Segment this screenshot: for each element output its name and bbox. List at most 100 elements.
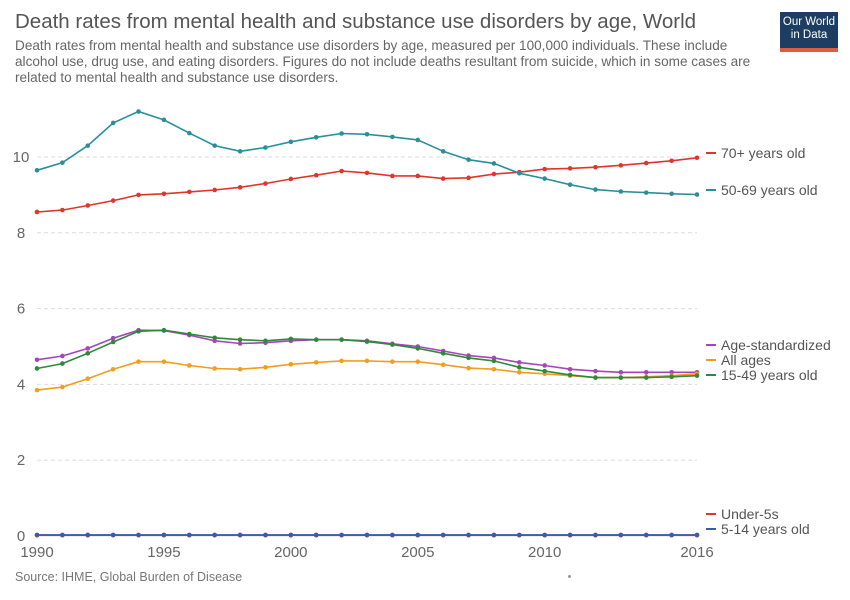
y-tick-label: 6	[17, 301, 25, 318]
data-point	[517, 532, 522, 538]
logo-line-1: Our World	[782, 16, 836, 28]
data-point	[34, 366, 40, 371]
chart-subtitle: Death rates from mental health and subst…	[15, 38, 751, 85]
data-point	[136, 109, 141, 114]
data-point	[440, 362, 446, 367]
data-point	[517, 365, 522, 370]
chart-title: Death rates from mental health and subst…	[15, 10, 697, 33]
legend-label: 5-14 years old	[721, 521, 810, 537]
data-point	[542, 363, 547, 368]
data-point	[110, 532, 116, 538]
data-point	[618, 532, 624, 538]
data-point	[415, 137, 421, 143]
data-point	[491, 532, 497, 538]
data-point	[263, 145, 268, 150]
y-tick-label: 4	[17, 376, 25, 393]
legend-label: 50-69 years old	[721, 182, 818, 198]
data-point	[288, 532, 294, 538]
y-tick-label: 2	[17, 452, 25, 469]
data-point	[237, 366, 243, 372]
data-point	[161, 117, 167, 123]
data-point	[542, 532, 547, 538]
data-point	[669, 374, 674, 380]
data-point	[313, 134, 319, 140]
data-point	[364, 532, 370, 538]
legend-label: All ages	[721, 352, 771, 368]
data-point	[34, 387, 40, 393]
data-point	[339, 358, 344, 364]
data-point	[339, 168, 344, 174]
data-point	[669, 191, 674, 197]
data-point	[618, 369, 624, 375]
data-point	[390, 342, 395, 347]
data-point	[34, 209, 40, 215]
x-tick-label: 2000	[274, 544, 307, 561]
data-point	[212, 366, 217, 371]
data-point	[415, 359, 421, 364]
x-tick-label: 2010	[528, 544, 561, 561]
data-point	[669, 158, 674, 164]
data-point	[364, 170, 370, 176]
data-point	[415, 532, 421, 538]
data-point	[618, 189, 624, 194]
data-point	[60, 353, 65, 359]
data-point	[263, 181, 268, 186]
data-point	[339, 131, 344, 136]
data-point	[542, 166, 547, 172]
x-tick-label: 2005	[401, 544, 434, 561]
data-point	[694, 192, 700, 197]
data-point	[567, 532, 573, 538]
data-point	[110, 198, 116, 203]
legend-label: 15-49 years old	[721, 367, 818, 383]
data-point	[288, 336, 294, 342]
data-point	[212, 143, 217, 148]
owid-logo[interactable]: Our World in Data	[780, 12, 838, 52]
data-point	[237, 149, 243, 154]
data-point	[187, 331, 192, 337]
data-point	[313, 172, 319, 178]
legend-label: Age-standardized	[721, 337, 831, 353]
data-point	[136, 192, 141, 198]
data-point	[85, 346, 91, 351]
data-point	[593, 164, 598, 170]
data-point	[669, 532, 674, 538]
data-point	[161, 327, 167, 333]
series-line	[36, 360, 698, 391]
data-point	[390, 532, 395, 538]
data-point	[60, 160, 65, 165]
data-point	[466, 157, 471, 162]
data-point	[60, 384, 65, 390]
data-point	[288, 139, 294, 145]
data-point	[466, 355, 471, 361]
data-point	[390, 359, 395, 364]
data-point	[187, 130, 192, 136]
data-point	[313, 532, 319, 538]
y-tick-label: 10	[13, 149, 30, 166]
data-point	[288, 362, 294, 367]
data-point	[34, 532, 40, 538]
data-point	[390, 173, 395, 179]
data-point	[618, 375, 624, 380]
data-point	[440, 176, 446, 181]
data-point	[313, 337, 319, 342]
data-point	[60, 532, 65, 538]
y-tick-label: 0	[17, 528, 25, 545]
legend-label: Under-5s	[721, 506, 779, 522]
data-point	[643, 160, 649, 166]
x-tick-label: 1995	[147, 544, 180, 561]
data-point	[517, 170, 522, 176]
data-point	[567, 366, 573, 372]
data-point	[593, 532, 598, 538]
data-point	[34, 357, 40, 363]
data-point	[212, 187, 217, 193]
data-point	[440, 351, 446, 356]
x-tick-label: 2016	[680, 544, 713, 561]
data-point	[60, 361, 65, 366]
data-point	[593, 187, 598, 192]
data-point	[161, 191, 167, 197]
source-note[interactable]: Source: IHME, Global Burden of Disease	[15, 570, 243, 584]
data-point	[187, 363, 192, 368]
data-point	[237, 185, 243, 190]
data-point	[491, 161, 497, 166]
